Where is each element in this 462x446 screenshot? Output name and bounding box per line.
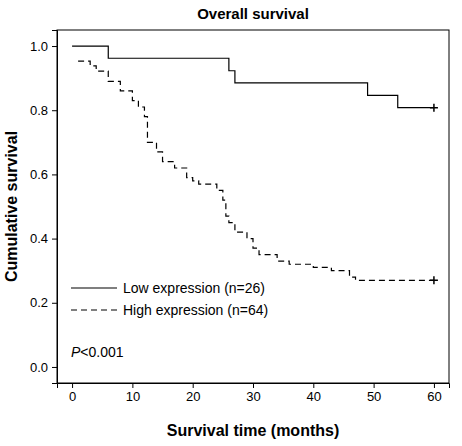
y-axis-line	[52, 31, 58, 384]
tick-label: 40	[307, 389, 321, 404]
tick-mark	[313, 383, 314, 388]
tick: 1.0	[30, 39, 57, 54]
tick-mark	[253, 383, 254, 388]
tick: 30	[246, 383, 260, 404]
tick: 0.6	[30, 167, 57, 182]
tick-label: 0.8	[30, 103, 48, 118]
tick-label: 60	[427, 389, 441, 404]
tick: 0	[69, 383, 76, 404]
plot-frame	[57, 30, 449, 383]
tick: 0.8	[30, 103, 57, 118]
tick: 10	[126, 383, 140, 404]
tick: 20	[186, 383, 200, 404]
plot: 0 10 20 30 40 50 60 0.0 0.2 0.4 0.6 0.8 1.0 Low expre…	[30, 30, 450, 404]
legend-label: High expression (n=64)	[123, 302, 268, 318]
censor-marker	[430, 276, 438, 284]
tick-mark	[132, 383, 133, 388]
tick: 0.0	[30, 360, 57, 375]
title: Overall survival	[197, 5, 309, 22]
marks	[72, 46, 438, 284]
tick-label: 0.2	[30, 295, 48, 310]
y-axis-title: Cumulative survival	[3, 131, 20, 282]
legend-label: Low expression (n=26)	[123, 280, 265, 296]
tick-label: 0.0	[30, 360, 48, 375]
tick-mark	[72, 383, 73, 388]
annotation: P<0.001	[71, 344, 124, 360]
tick-label: 20	[186, 389, 200, 404]
x-axis: 0 10 20 30 40 50 60	[58, 383, 450, 404]
tick-mark	[52, 239, 57, 240]
tick-mark	[374, 383, 375, 388]
tick-label: 30	[246, 389, 260, 404]
survival-curve	[78, 61, 434, 280]
tick-label: 10	[126, 389, 140, 404]
x-axis-line	[58, 384, 450, 389]
tick-mark	[52, 46, 57, 47]
tick: 0.2	[30, 295, 57, 310]
tick: 40	[307, 383, 321, 404]
tick-mark	[52, 110, 57, 111]
tick: 0.4	[30, 231, 57, 246]
censor-marker	[430, 104, 438, 112]
survival-curve	[72, 46, 434, 108]
y-axis: 0.0 0.2 0.4 0.6 0.8 1.0	[30, 31, 58, 384]
legend-swatch	[71, 309, 117, 310]
tick-label: 50	[367, 389, 381, 404]
tick-mark	[52, 174, 57, 175]
tick: 50	[367, 383, 381, 404]
tick-label: 1.0	[30, 39, 48, 54]
tick-label: 0.6	[30, 167, 48, 182]
tick-label: 0.4	[30, 231, 48, 246]
tick-label: 0	[69, 389, 76, 404]
tick-mark	[52, 303, 57, 304]
tick-mark	[193, 383, 194, 388]
tick-mark	[52, 367, 57, 368]
tick-mark	[434, 383, 435, 388]
tick: 60	[427, 383, 441, 404]
legend: Low expression (n=26) High expression (n=…	[71, 280, 268, 318]
chart: 0 10 20 30 40 50 60 0.0 0.2 0.4 0.6 0.8 1.0 Low expre…	[0, 0, 462, 446]
x-axis-title: Survival time (months)	[167, 422, 339, 439]
legend-swatch	[71, 287, 117, 288]
